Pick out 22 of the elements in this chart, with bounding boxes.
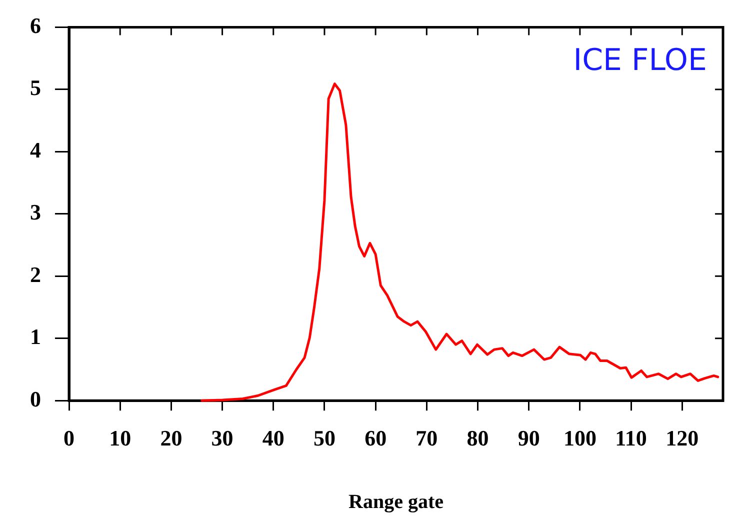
x-tick-label: 60 xyxy=(364,425,387,450)
x-tick-label: 40 xyxy=(262,425,284,450)
y-tick-label: 4 xyxy=(30,137,41,162)
y-tick-label: 3 xyxy=(30,200,41,225)
x-tick-label: 50 xyxy=(313,425,336,450)
y-tick-label: 5 xyxy=(30,75,41,100)
x-tick-label: 110 xyxy=(615,425,647,450)
x-tick-label: 0 xyxy=(64,425,74,450)
x-tick-label: 70 xyxy=(416,425,438,450)
annotation: ICE FLOE xyxy=(573,42,707,78)
y-tick-label: 0 xyxy=(30,386,41,412)
x-tick-label: 20 xyxy=(160,425,182,450)
y-tick-label: 6 xyxy=(30,12,41,38)
y-tick-label: 1 xyxy=(30,324,41,350)
x-tick-label: 10 xyxy=(109,425,132,450)
x-tick-label: 100 xyxy=(563,425,596,450)
x-tick-label: 80 xyxy=(466,425,489,450)
x-tick-label: 120 xyxy=(666,425,699,450)
x-tick-label: 30 xyxy=(211,425,234,450)
y-tick-label: 2 xyxy=(30,262,41,287)
x-tick-label: 90 xyxy=(518,425,540,450)
x-axis-title: Range gate xyxy=(348,491,444,514)
